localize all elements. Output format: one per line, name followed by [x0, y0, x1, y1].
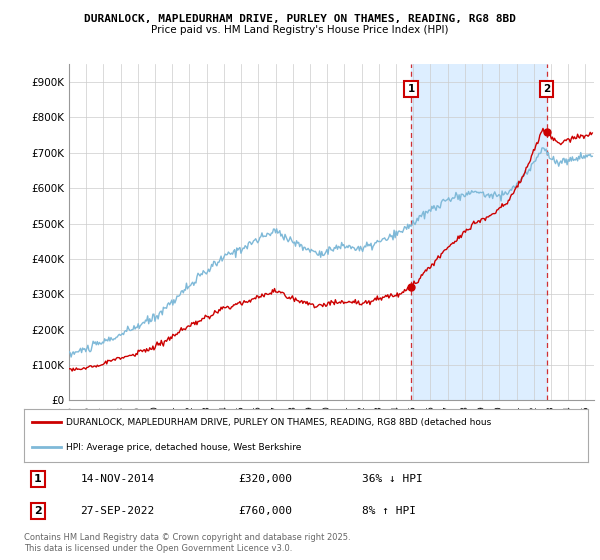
Text: 2: 2	[543, 84, 550, 94]
Text: 1: 1	[34, 474, 42, 484]
Text: DURANLOCK, MAPLEDURHAM DRIVE, PURLEY ON THAMES, READING, RG8 8BD: DURANLOCK, MAPLEDURHAM DRIVE, PURLEY ON …	[84, 14, 516, 24]
Text: Price paid vs. HM Land Registry's House Price Index (HPI): Price paid vs. HM Land Registry's House …	[151, 25, 449, 35]
Text: £320,000: £320,000	[238, 474, 292, 484]
Text: 1: 1	[407, 84, 415, 94]
Text: HPI: Average price, detached house, West Berkshire: HPI: Average price, detached house, West…	[66, 442, 302, 451]
Bar	[411, 64, 547, 400]
Text: 27-SEP-2022: 27-SEP-2022	[80, 506, 155, 516]
Text: 36% ↓ HPI: 36% ↓ HPI	[362, 474, 423, 484]
Text: 2: 2	[34, 506, 42, 516]
Text: 14-NOV-2014: 14-NOV-2014	[80, 474, 155, 484]
Text: £760,000: £760,000	[238, 506, 292, 516]
Text: DURANLOCK, MAPLEDURHAM DRIVE, PURLEY ON THAMES, READING, RG8 8BD (detached hous: DURANLOCK, MAPLEDURHAM DRIVE, PURLEY ON …	[66, 418, 491, 427]
Text: 8% ↑ HPI: 8% ↑ HPI	[362, 506, 416, 516]
Text: Contains HM Land Registry data © Crown copyright and database right 2025.
This d: Contains HM Land Registry data © Crown c…	[24, 533, 350, 553]
